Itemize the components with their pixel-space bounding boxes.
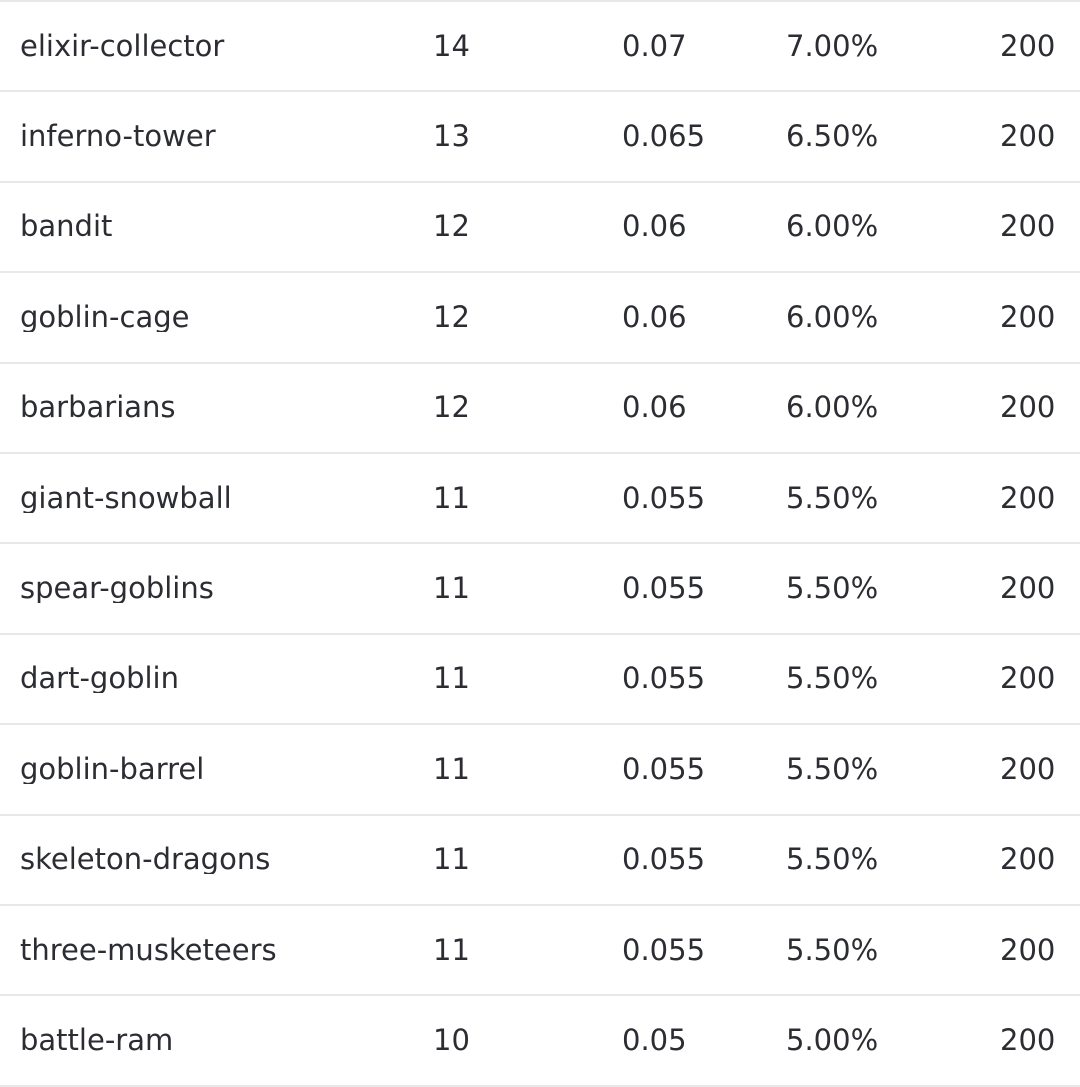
table-row: goblin-barrel 11 0.055 5.50% 200 xyxy=(0,725,1080,816)
cell-count: 11 xyxy=(433,845,470,875)
cell-rate: 0.06 xyxy=(622,302,687,332)
cell-percent: 5.50% xyxy=(786,754,879,784)
cell-total: 200 xyxy=(1000,935,1056,965)
cell-percent: 5.50% xyxy=(786,664,879,694)
cell-percent: 6.50% xyxy=(786,122,879,152)
cell-rate: 0.05 xyxy=(622,1025,687,1055)
cell-rate: 0.055 xyxy=(622,935,706,965)
cell-count: 11 xyxy=(433,935,470,965)
cell-total: 200 xyxy=(1000,302,1056,332)
cell-percent: 7.00% xyxy=(786,31,879,61)
cell-card-name: three-musketeers xyxy=(20,935,277,965)
cell-card-name: goblin-barrel xyxy=(20,754,205,784)
cell-total: 200 xyxy=(1000,122,1056,152)
table-row: battle-ram 10 0.05 5.00% 200 xyxy=(0,996,1080,1087)
cell-card-name: giant-snowball xyxy=(20,483,232,513)
cell-percent: 5.50% xyxy=(786,483,879,513)
cell-count: 11 xyxy=(433,754,470,784)
cell-rate: 0.07 xyxy=(622,31,687,61)
cell-count: 12 xyxy=(433,212,470,242)
cell-percent: 5.50% xyxy=(786,935,879,965)
table-row: skeleton-dragons 11 0.055 5.50% 200 xyxy=(0,815,1080,906)
cell-count: 11 xyxy=(433,664,470,694)
cell-card-name: bandit xyxy=(20,212,113,242)
cell-total: 200 xyxy=(1000,212,1056,242)
cell-total: 200 xyxy=(1000,574,1056,604)
cell-card-name: battle-ram xyxy=(20,1025,174,1055)
cell-total: 200 xyxy=(1000,393,1056,423)
cell-percent: 6.00% xyxy=(786,393,879,423)
cell-percent: 6.00% xyxy=(786,302,879,332)
cell-count: 11 xyxy=(433,574,470,604)
table-row: spear-goblins 11 0.055 5.50% 200 xyxy=(0,544,1080,635)
cell-total: 200 xyxy=(1000,845,1056,875)
cell-rate: 0.055 xyxy=(622,574,706,604)
cell-total: 200 xyxy=(1000,483,1056,513)
cell-card-name: skeleton-dragons xyxy=(20,845,271,875)
cell-percent: 5.50% xyxy=(786,845,879,875)
cell-count: 14 xyxy=(433,31,470,61)
cell-card-name: barbarians xyxy=(20,393,176,423)
cell-percent: 5.00% xyxy=(786,1025,879,1055)
table-row: three-musketeers 11 0.055 5.50% 200 xyxy=(0,905,1080,997)
cell-rate: 0.055 xyxy=(622,483,706,513)
table-row: goblin-cage 12 0.06 6.00% 200 xyxy=(0,273,1080,364)
cell-count: 10 xyxy=(433,1025,470,1055)
cell-rate: 0.055 xyxy=(622,754,706,784)
table-row: dart-goblin 11 0.055 5.50% 200 xyxy=(0,634,1080,726)
cell-rate: 0.065 xyxy=(622,122,706,152)
cell-total: 200 xyxy=(1000,1025,1056,1055)
cell-card-name: elixir-collector xyxy=(20,31,225,61)
table-row: bandit 12 0.06 6.00% 200 xyxy=(0,182,1080,274)
cell-card-name: spear-goblins xyxy=(20,574,214,604)
cell-count: 11 xyxy=(433,483,470,513)
cell-rate: 0.055 xyxy=(622,845,706,875)
cell-card-name: inferno-tower xyxy=(20,122,216,152)
cell-total: 200 xyxy=(1000,664,1056,694)
table-row: elixir-collector 14 0.07 7.00% 200 xyxy=(0,2,1080,93)
table-row: inferno-tower 13 0.065 6.50% 200 xyxy=(0,92,1080,183)
cell-percent: 6.00% xyxy=(786,212,879,242)
cell-total: 200 xyxy=(1000,31,1056,61)
table-row: giant-snowball 11 0.055 5.50% 200 xyxy=(0,453,1080,545)
cell-rate: 0.06 xyxy=(622,212,687,242)
cell-percent: 5.50% xyxy=(786,574,879,604)
table-row: barbarians 12 0.06 6.00% 200 xyxy=(0,363,1080,454)
cell-count: 12 xyxy=(433,393,470,423)
cell-rate: 0.055 xyxy=(622,664,706,694)
cell-count: 12 xyxy=(433,302,470,332)
cell-count: 13 xyxy=(433,122,470,152)
cell-card-name: goblin-cage xyxy=(20,302,190,332)
cell-total: 200 xyxy=(1000,754,1056,784)
cell-rate: 0.06 xyxy=(622,393,687,423)
cell-card-name: dart-goblin xyxy=(20,664,179,694)
